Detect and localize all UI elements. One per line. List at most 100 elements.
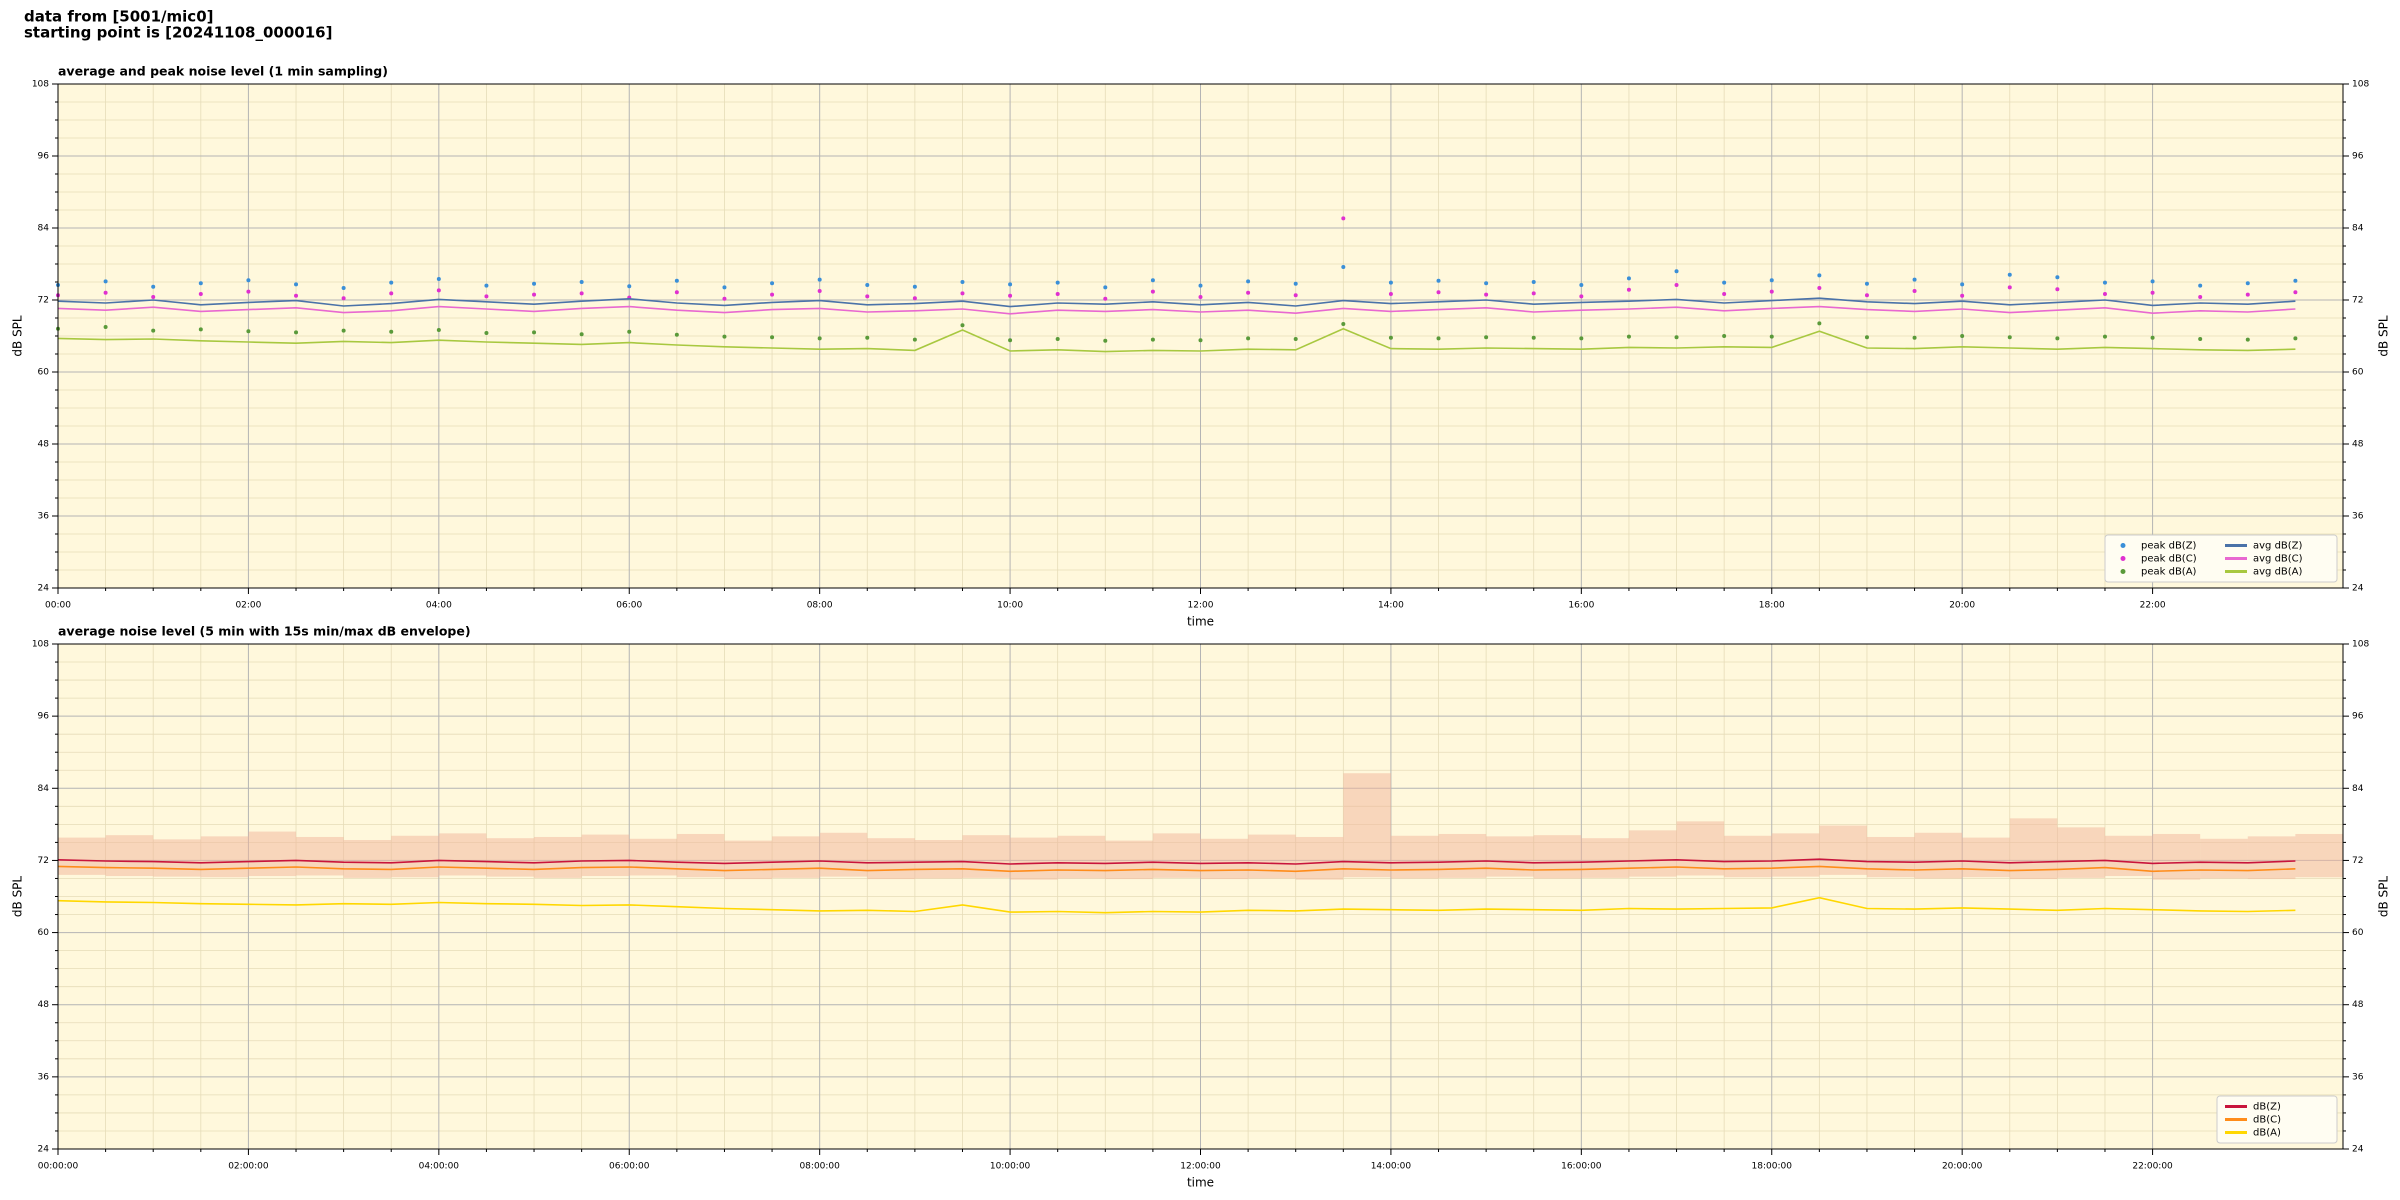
x-tick-label: 18:00: [1759, 601, 1785, 611]
legend-marker: [2120, 569, 2126, 574]
y2-tick-label: 48: [2352, 440, 2364, 450]
y2-tick-label: 108: [2352, 640, 2369, 650]
envelope: [1105, 840, 1153, 880]
envelope: [1295, 836, 1344, 880]
x-tick-label: 08:00: [807, 601, 833, 611]
y-tick-label: 48: [38, 1000, 50, 1010]
x-tick-label: 06:00:00: [609, 1162, 650, 1172]
peak-point: [1769, 334, 1774, 339]
peak-point: [341, 296, 346, 301]
peak-point: [1103, 296, 1108, 301]
legend-box: [2104, 534, 2338, 583]
envelope: [2295, 833, 2343, 878]
peak-point: [1008, 282, 1013, 287]
y-tick-label: 60: [38, 368, 50, 378]
series-line: [57, 327, 2296, 353]
peak-point: [912, 284, 917, 289]
peak-point: [2198, 295, 2203, 299]
y-tick-label: 24: [38, 1145, 50, 1155]
peak-point: [1246, 336, 1251, 341]
chart-title: average and peak noise level (1 min samp…: [58, 64, 388, 79]
peak-point: [1198, 283, 1203, 288]
legend-label: dB(Z): [2253, 1102, 2281, 1113]
peak-point: [1484, 292, 1489, 297]
peak-point: [2293, 278, 2298, 283]
envelope: [2057, 827, 2105, 878]
x-tick-label: 04:00:00: [419, 1162, 460, 1172]
envelope: [1200, 838, 1249, 880]
peak-point: [294, 293, 299, 298]
peak-point: [1817, 286, 1822, 290]
x-tick-label: 08:00:00: [799, 1162, 840, 1172]
peak-point: [1722, 280, 1727, 285]
y-tick-label: 36: [38, 1072, 50, 1082]
x-tick-label: 22:00: [2140, 601, 2166, 611]
peak-point: [1293, 337, 1298, 341]
peak-point: [2007, 285, 2012, 290]
x-tick-label: 02:00:00: [228, 1162, 269, 1172]
envelope: [200, 836, 249, 878]
peak-point: [1912, 277, 1917, 282]
peak-point: [1436, 278, 1441, 283]
envelope: [2200, 838, 2248, 879]
peak-point: [246, 289, 251, 294]
plot-frame: [57, 83, 2344, 589]
envelope: [629, 838, 677, 876]
x-tick-label: 22:00:00: [2132, 1162, 2173, 1172]
peak-point: [1817, 321, 1822, 326]
peak-point: [1293, 293, 1298, 298]
peak-point: [1055, 280, 1060, 285]
peak-point: [1722, 334, 1727, 338]
envelope: [438, 833, 487, 876]
peak-point: [103, 279, 108, 284]
x-tick-label: 12:00:00: [1180, 1162, 1221, 1172]
y2-tick-label: 60: [2352, 928, 2364, 938]
envelope: [1390, 835, 1439, 879]
envelope: [534, 836, 582, 878]
peak-point: [1864, 281, 1869, 286]
legend-label: peak dB(C): [2141, 554, 2197, 565]
y2-axis-label: dB SPL: [2377, 315, 2391, 357]
legend-marker: [2120, 556, 2126, 561]
peak-point: [341, 328, 346, 333]
peak-point: [532, 330, 537, 335]
peak-point: [865, 335, 870, 340]
x-tick-label: 04:00: [426, 601, 452, 611]
peak-point: [1150, 337, 1155, 342]
peak-point: [103, 290, 108, 295]
peak-point: [151, 295, 156, 299]
peak-point: [1531, 280, 1536, 284]
envelope: [2152, 833, 2201, 880]
y2-tick-label: 36: [2352, 512, 2364, 522]
y-tick-label: 84: [38, 784, 50, 794]
peak-point: [2293, 290, 2298, 295]
x-axis-label: time: [1187, 615, 1214, 629]
peak-point: [1198, 338, 1203, 343]
envelope: [1771, 833, 1820, 877]
peak-point: [1579, 336, 1584, 341]
x-tick-label: 12:00: [1188, 601, 1214, 611]
plot-frame: [57, 643, 2344, 1150]
y2-tick-label: 24: [2352, 584, 2364, 594]
peak-point: [1055, 292, 1060, 296]
peak-point: [2150, 290, 2155, 295]
peak-point: [960, 323, 965, 328]
y2-tick-label: 60: [2352, 368, 2364, 378]
peak-point: [1912, 335, 1917, 340]
x-axis-label: time: [1187, 1176, 1214, 1190]
header-line: data from [5001/mic0]: [24, 8, 214, 26]
y-axis-label: dB SPL: [11, 876, 25, 918]
legend-label: avg dB(C): [2253, 554, 2303, 565]
legend-marker: [2120, 543, 2126, 548]
envelope: [391, 835, 439, 878]
peak-point: [2198, 283, 2203, 288]
peak-point: [770, 281, 775, 286]
y2-tick-label: 48: [2352, 1000, 2364, 1010]
y2-tick-label: 96: [2352, 712, 2364, 722]
peak-point: [1103, 285, 1108, 290]
y2-tick-label: 72: [2352, 296, 2363, 306]
peak-point: [1960, 293, 1965, 298]
y2-tick-label: 96: [2352, 152, 2364, 162]
envelope: [1962, 837, 2010, 878]
envelope: [1057, 835, 1106, 879]
